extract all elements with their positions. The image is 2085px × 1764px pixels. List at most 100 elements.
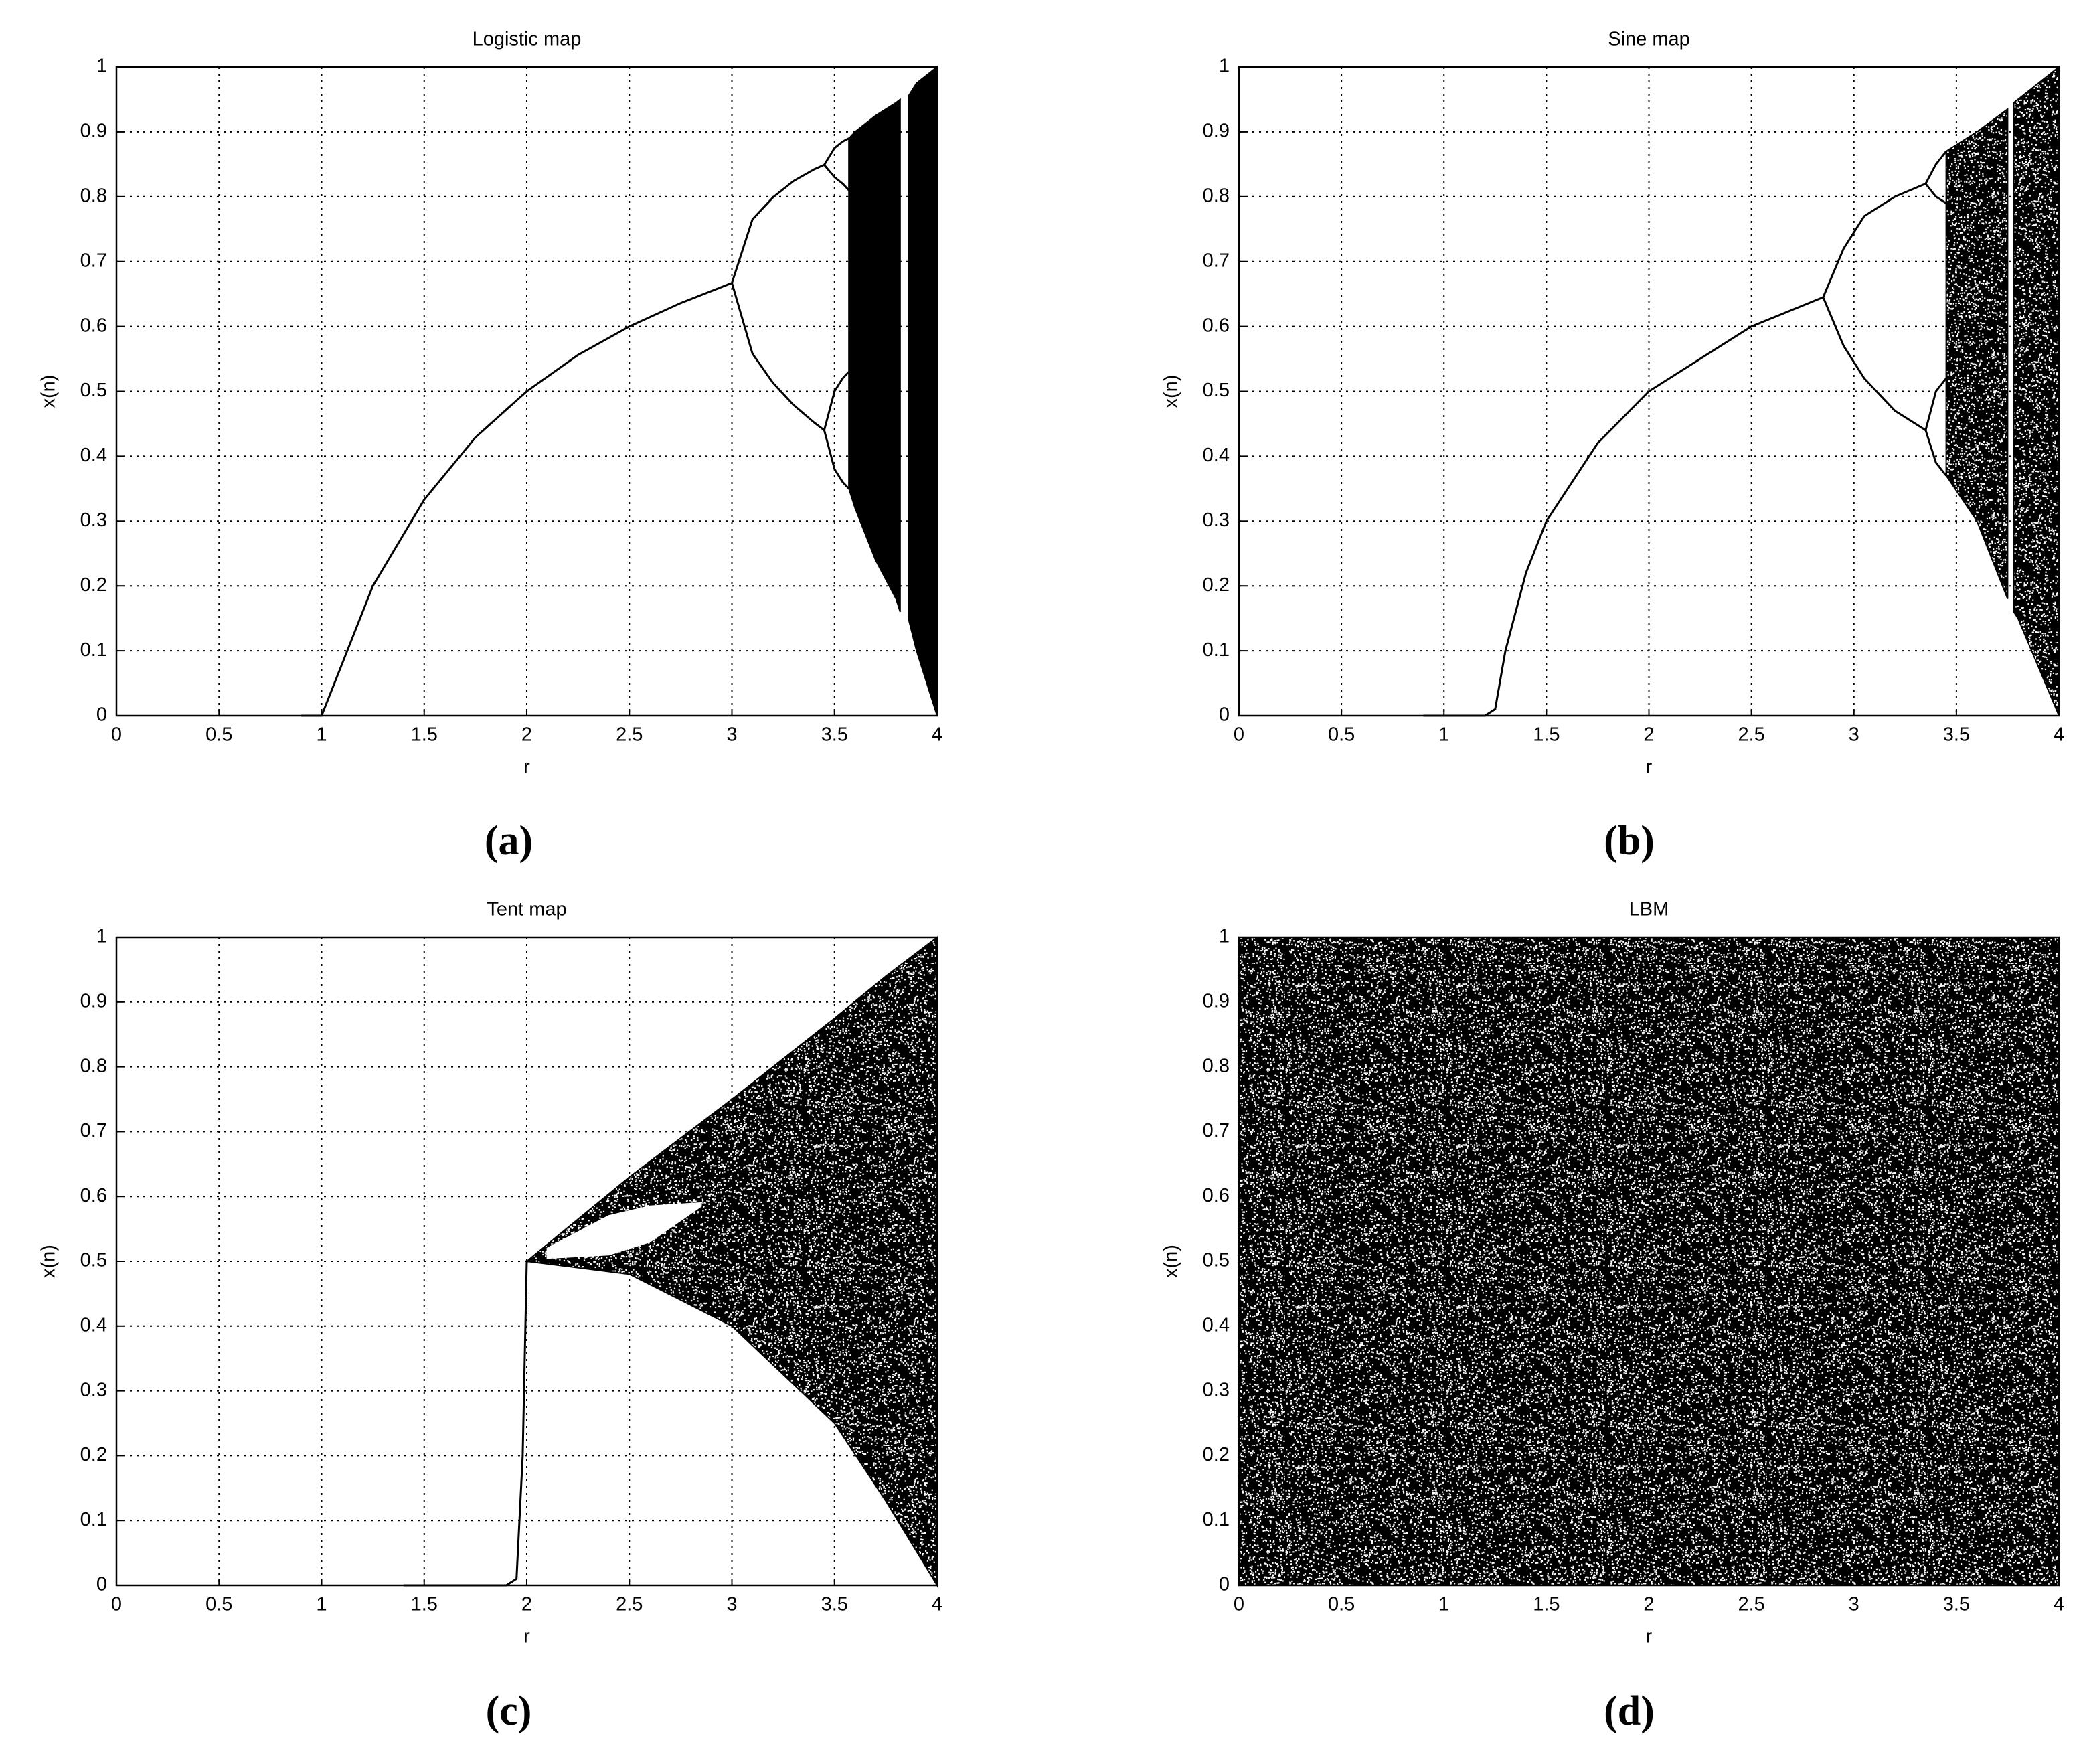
- y-tick-label: 0.2: [80, 1444, 107, 1465]
- y-tick-label: 1: [96, 56, 107, 77]
- y-tick-label: 0.1: [80, 639, 107, 661]
- x-tick-label: 1: [316, 724, 327, 746]
- branch-line: [1924, 378, 1947, 430]
- x-tick-label: 1.5: [1533, 1594, 1560, 1615]
- y-tick-label: 0.8: [1203, 185, 1230, 206]
- x-tick-label: 3: [726, 724, 737, 746]
- y-axis-label: x(n): [38, 375, 60, 408]
- y-axis-label: x(n): [1161, 1245, 1182, 1278]
- x-tick-label: 2: [521, 724, 532, 746]
- branch-line: [823, 164, 850, 191]
- y-tick-label: 0.7: [1203, 1120, 1230, 1141]
- branch-line: [1423, 296, 1824, 717]
- branch-line: [1924, 183, 1947, 204]
- axes-box: [1238, 66, 2060, 717]
- branch-line: [731, 163, 825, 284]
- y-tick-label: 1: [96, 926, 107, 947]
- branch-line: [823, 371, 850, 430]
- x-tick-label: 2.5: [1738, 1594, 1764, 1615]
- y-tick-label: 0.3: [1203, 509, 1230, 531]
- chart-title: LBM: [1629, 899, 1669, 920]
- y-tick-label: 0.8: [1203, 1055, 1230, 1076]
- x-tick-label: 0: [1234, 724, 1244, 746]
- chaotic-band: [1238, 937, 2060, 1586]
- x-tick-label: 4: [2054, 724, 2064, 746]
- x-tick-label: 2.5: [616, 1594, 643, 1615]
- caption: (d): [1604, 1688, 1655, 1734]
- x-tick-label: 3: [1849, 724, 1859, 746]
- x-tick-label: 0: [1234, 1594, 1244, 1615]
- y-tick-label: 0.7: [1203, 250, 1230, 271]
- x-tick-label: 3.5: [1943, 1594, 1970, 1615]
- branch-line: [823, 137, 849, 166]
- x-tick-label: 0: [111, 724, 122, 746]
- y-tick-label: 0.5: [1203, 380, 1230, 401]
- x-axis-label: r: [523, 1626, 530, 1648]
- y-tick-label: 0: [1219, 1574, 1230, 1595]
- x-tick-label: 3: [726, 1594, 737, 1615]
- y-tick-label: 0.9: [80, 990, 107, 1012]
- chart-title: Tent map: [487, 899, 566, 920]
- branch-line: [1822, 297, 1926, 431]
- y-tick-label: 0.4: [80, 1314, 107, 1336]
- branch-line: [731, 283, 825, 431]
- x-tick-label: 4: [932, 724, 942, 746]
- x-tick-label: 0.5: [205, 1594, 232, 1615]
- y-axis-label: x(n): [38, 1245, 60, 1278]
- y-tick-label: 0.8: [80, 1055, 107, 1076]
- y-tick-label: 0: [96, 1574, 107, 1595]
- y-tick-label: 0.1: [1203, 639, 1230, 661]
- caption: (c): [486, 1688, 532, 1734]
- axes-box: [115, 936, 938, 1587]
- y-tick-label: 0.7: [80, 250, 107, 271]
- x-tick-label: 1: [1438, 724, 1449, 746]
- x-tick-label: 1.5: [411, 1594, 438, 1615]
- x-tick-label: 2.5: [1738, 724, 1764, 746]
- x-tick-label: 2: [1643, 724, 1654, 746]
- x-tick-label: 0: [111, 1594, 122, 1615]
- caption: (a): [485, 818, 533, 864]
- branch-line: [301, 282, 733, 717]
- x-tick-label: 3: [1849, 1594, 1859, 1615]
- y-tick-label: 0.3: [80, 1379, 107, 1400]
- y-tick-label: 0.8: [80, 185, 107, 206]
- y-tick-label: 0.6: [80, 315, 107, 336]
- x-tick-label: 1: [1438, 1594, 1449, 1615]
- y-tick-label: 0.1: [1203, 1509, 1230, 1530]
- y-tick-label: 0.4: [1203, 445, 1230, 466]
- y-tick-label: 0.5: [80, 380, 107, 401]
- y-tick-label: 0: [1219, 704, 1230, 726]
- x-axis-label: r: [1646, 756, 1653, 778]
- x-tick-label: 3.5: [821, 1594, 848, 1615]
- x-axis-label: r: [523, 756, 530, 778]
- x-tick-label: 3.5: [1943, 724, 1970, 746]
- y-tick-label: 0.7: [80, 1120, 107, 1141]
- x-tick-label: 0.5: [205, 724, 232, 746]
- caption: (b): [1604, 818, 1655, 864]
- chaotic-band: [546, 1202, 702, 1259]
- y-tick-label: 0.6: [1203, 315, 1230, 336]
- y-tick-label: 0.2: [1203, 1444, 1230, 1465]
- axes-box: [1238, 936, 2060, 1587]
- x-tick-label: 2.5: [616, 724, 643, 746]
- y-tick-label: 0.5: [1203, 1250, 1230, 1271]
- x-tick-label: 1.5: [411, 724, 438, 746]
- y-axis-label: x(n): [1161, 375, 1182, 408]
- y-tick-label: 0.2: [1203, 574, 1230, 596]
- y-tick-label: 0.5: [80, 1250, 107, 1271]
- y-tick-label: 0.3: [1203, 1379, 1230, 1400]
- y-tick-label: 0.1: [80, 1509, 107, 1530]
- branch-line: [823, 430, 850, 489]
- y-tick-label: 0.6: [80, 1185, 107, 1206]
- x-axis-label: r: [1646, 1626, 1653, 1648]
- x-tick-label: 1: [316, 1594, 327, 1615]
- x-tick-label: 2: [1643, 1594, 1654, 1615]
- branch-line: [1924, 430, 1947, 477]
- y-tick-label: 0.9: [80, 121, 107, 142]
- y-tick-label: 0.6: [1203, 1185, 1230, 1206]
- y-tick-label: 0.4: [1203, 1314, 1230, 1336]
- y-tick-label: 0.9: [1203, 121, 1230, 142]
- x-tick-label: 0.5: [1328, 724, 1355, 746]
